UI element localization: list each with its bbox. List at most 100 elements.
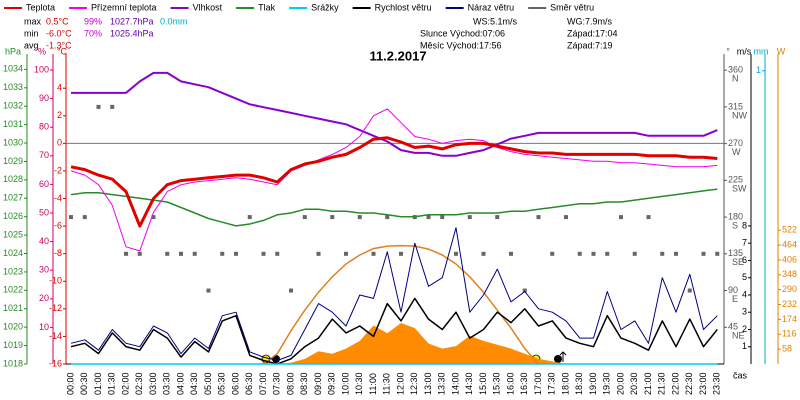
x-tick-label: 23:30 <box>712 372 722 395</box>
y-tick-label: 1032 <box>3 101 23 111</box>
wind-direction-dot <box>674 251 678 256</box>
x-tick-label: 17:30 <box>547 372 557 395</box>
x-tick-label: 10:00 <box>340 372 350 395</box>
wind-direction-dot <box>69 215 73 220</box>
wind-direction-dot <box>495 215 500 220</box>
wind-direction-dot <box>261 251 266 256</box>
x-tick-label: 00:00 <box>65 372 75 395</box>
y-tick-label: 20 <box>39 293 49 303</box>
x-tick-label: 11:00 <box>368 373 378 395</box>
info-text: WS:5.1m/s <box>473 16 518 26</box>
y-tick-label: -4 <box>54 193 62 203</box>
wind-direction-dot <box>605 251 610 256</box>
y-tick-label: 1028 <box>3 174 23 184</box>
stats-value: -6.0°C <box>46 28 72 38</box>
x-tick-label: 15:30 <box>492 372 502 395</box>
x-tick-label: 13:30 <box>437 372 447 395</box>
y-tick-label: 1 <box>742 341 747 351</box>
wind-direction-dot <box>289 288 293 293</box>
y-tick-label: 522 <box>782 225 797 235</box>
wind-direction-dot <box>509 251 513 256</box>
wind-direction-dot <box>165 251 170 256</box>
y-tick-label: 60 <box>39 179 49 189</box>
wind-direction-dot <box>330 215 335 220</box>
y-tick-label: 1030 <box>3 137 23 147</box>
stats-value: 1027.7hPa <box>110 16 154 26</box>
y-tick-label: 90 <box>39 93 49 103</box>
compass-label: W <box>732 147 741 157</box>
wind-direction-dot <box>151 215 156 220</box>
y-tick-label: -8 <box>54 248 62 258</box>
legend-label: Směr větru <box>550 2 594 12</box>
wind-direction-dot <box>687 288 692 293</box>
wind-direction-dot <box>137 251 142 256</box>
y-tick-label: -2 <box>54 165 62 175</box>
legend-label: Vlhkost <box>193 2 223 12</box>
legend-label: Náraz větru <box>468 2 515 12</box>
y-tick-label: 1 <box>756 65 761 75</box>
y-tick-label: 4 <box>57 83 62 93</box>
y-tick-label: 1022 <box>3 285 23 295</box>
moonrise-icon <box>554 355 562 363</box>
y-tick-label: 1019 <box>3 340 23 350</box>
wind-direction-dot <box>550 251 555 256</box>
y-tick-label: 50 <box>39 207 49 217</box>
stats-value: 0.5°C <box>46 16 69 26</box>
y-tick-label: 135 <box>728 248 743 258</box>
series-line <box>70 227 718 361</box>
y-tick-label: 5 <box>742 272 747 282</box>
y-tick-label: 290 <box>782 284 797 294</box>
x-tick-label: 12:00 <box>395 372 405 395</box>
x-tick-label: 19:00 <box>588 372 598 395</box>
wind-direction-dot <box>646 215 651 220</box>
y-tick-label: 1020 <box>3 322 23 332</box>
compass-label: S <box>732 220 738 230</box>
x-tick-label: 06:00 <box>230 372 240 395</box>
x-tick-label: 09:30 <box>327 372 337 395</box>
x-tick-label: 05:30 <box>217 372 227 395</box>
wind-direction-dot <box>481 251 486 256</box>
x-tick-label: 04:30 <box>189 372 199 395</box>
wind-direction-dot <box>357 215 362 220</box>
x-tick-label: 19:30 <box>602 372 612 395</box>
stats-value: 1025.4hPa <box>110 28 154 38</box>
series-line <box>70 188 718 227</box>
y-tick-label: 1021 <box>3 303 23 313</box>
wind-direction-dot <box>220 251 225 256</box>
x-tick-label: 07:30 <box>272 372 282 395</box>
x-tick-label: 11:30 <box>382 373 392 395</box>
chart-title: 11.2.2017 <box>369 48 426 63</box>
compass-label: SW <box>732 184 747 194</box>
x-tick-label: 23:00 <box>698 372 708 395</box>
y-tick-label: 4 <box>742 289 747 299</box>
wind-direction-dot <box>591 251 596 256</box>
x-axis-label: čas <box>733 370 748 380</box>
x-tick-label: 01:00 <box>93 372 103 395</box>
y-tick-label: -14 <box>49 331 62 341</box>
info-text: Měsíc Východ:17:56 <box>420 40 502 50</box>
y-tick-label: 464 <box>782 239 797 249</box>
wind-direction-dot <box>577 251 582 256</box>
y-tick-label: 180 <box>728 211 743 221</box>
axis-label: mm <box>754 46 769 56</box>
x-tick-label: 08:00 <box>285 372 295 395</box>
series-line <box>263 244 540 365</box>
stats-label: min <box>24 28 39 38</box>
wind-direction-dot <box>206 288 211 293</box>
y-tick-label: 0 <box>57 138 62 148</box>
x-tick-label: 18:00 <box>560 372 570 395</box>
y-tick-label: 270 <box>728 138 743 148</box>
series-line <box>70 297 718 365</box>
y-tick-label: 232 <box>782 299 797 309</box>
y-tick-label: -16 <box>49 358 62 368</box>
x-tick-label: 08:30 <box>299 372 309 395</box>
info-text: WG:7.9m/s <box>567 16 613 26</box>
y-tick-label: 116 <box>782 329 796 339</box>
x-tick-label: 21:30 <box>657 372 667 395</box>
wind-direction-dot <box>344 251 348 256</box>
wind-direction-dot <box>302 215 307 220</box>
x-tick-label: 03:30 <box>162 372 172 395</box>
y-tick-label: 40 <box>39 236 49 246</box>
compass-label: NE <box>732 331 745 341</box>
x-tick-label: 15:00 <box>478 372 488 395</box>
